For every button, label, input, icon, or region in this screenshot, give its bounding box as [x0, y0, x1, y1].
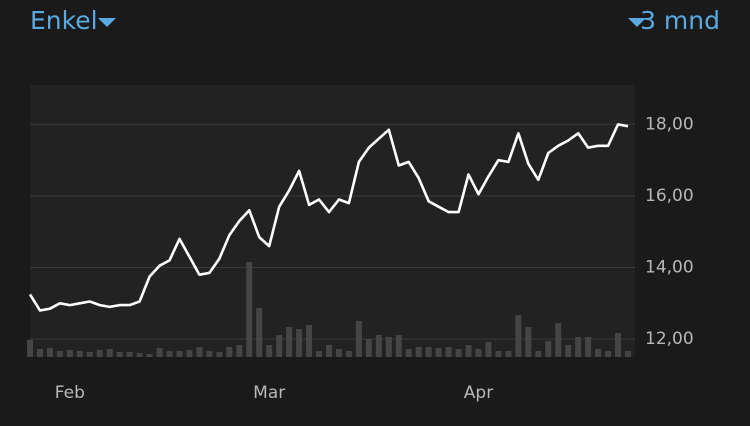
volume-bar: [226, 347, 233, 357]
plot-area: [30, 85, 635, 357]
volume-bar: [515, 315, 522, 357]
y-tick-label: 16,00: [645, 186, 694, 206]
dropdown-arrow[interactable]: [628, 18, 646, 27]
volume-bar: [395, 335, 402, 357]
volume-bar: [495, 351, 502, 357]
volume-bar: [435, 348, 442, 357]
volume-bar: [136, 353, 143, 357]
volume-bar: [27, 340, 33, 357]
volume-bar: [106, 349, 113, 357]
volume-bar: [146, 354, 153, 357]
volume-bar: [375, 335, 382, 357]
volume-bar: [335, 349, 342, 357]
volume-bar: [565, 345, 572, 357]
volume-bar: [425, 347, 432, 357]
volume-bar: [585, 337, 592, 357]
volume-bar: [56, 351, 63, 357]
volume-bar: [196, 347, 203, 357]
volume-bar: [445, 347, 452, 357]
volume-bar: [385, 337, 392, 357]
volume-bar: [505, 351, 512, 357]
volume-bar: [86, 352, 93, 357]
volume-bar: [206, 351, 213, 357]
volume-bar: [76, 351, 83, 357]
y-tick-label: 14,00: [645, 258, 694, 278]
volume-bar: [415, 347, 422, 357]
type-label[interactable]: Enkel: [30, 6, 98, 35]
volume-bar: [355, 321, 362, 357]
volume-bar: [286, 327, 293, 357]
volume-bar: [96, 350, 103, 357]
volume-bar: [615, 333, 622, 357]
volume-bar: [326, 345, 332, 357]
dropdown-arrow[interactable]: [98, 18, 116, 27]
price-line: [28, 123, 629, 312]
volume-bar: [246, 262, 253, 357]
volume-bar: [475, 349, 482, 357]
volume-bar: [46, 348, 53, 357]
volume-bar: [296, 329, 303, 357]
volume-bar: [575, 337, 582, 357]
volume-bar: [36, 349, 43, 357]
volume-bar: [276, 335, 283, 357]
volume-bar: [166, 351, 173, 357]
volume-bar: [306, 325, 313, 357]
y-tick-label: 18,00: [645, 114, 694, 134]
volume-bar: [156, 348, 163, 357]
x-tick-label: Apr: [464, 383, 493, 403]
volume-bar: [595, 349, 602, 357]
volume-bar: [116, 352, 123, 357]
volume-bar: [485, 342, 492, 357]
volume-bar: [535, 351, 542, 357]
volume-bar: [605, 351, 612, 357]
volume-bar: [316, 351, 323, 357]
range-label[interactable]: 3 mnd: [640, 6, 720, 35]
volume-bar: [66, 350, 73, 357]
x-tick-label: Feb: [55, 383, 85, 403]
volume-bar: [266, 345, 273, 357]
volume-bar: [625, 351, 631, 357]
type-selector[interactable]: Enkel: [30, 6, 116, 35]
volume-bar: [525, 327, 532, 357]
volume-bar: [455, 349, 462, 357]
volume-bar: [126, 352, 133, 357]
volume-bar: [216, 352, 223, 357]
volume-bar: [186, 350, 193, 357]
volume-bar: [256, 308, 263, 357]
range-selector[interactable]: 3 mnd: [628, 6, 720, 35]
x-tick-label: Mar: [253, 383, 285, 403]
volume-bar: [545, 341, 552, 357]
volume-bar: [236, 345, 243, 357]
volume-bar: [405, 349, 412, 357]
volume-bar: [465, 345, 472, 357]
volume-bar: [345, 351, 352, 357]
volume-bar: [365, 339, 372, 357]
volume-bar: [176, 351, 183, 357]
y-tick-label: 12,00: [645, 329, 694, 349]
volume-bar: [555, 323, 562, 357]
